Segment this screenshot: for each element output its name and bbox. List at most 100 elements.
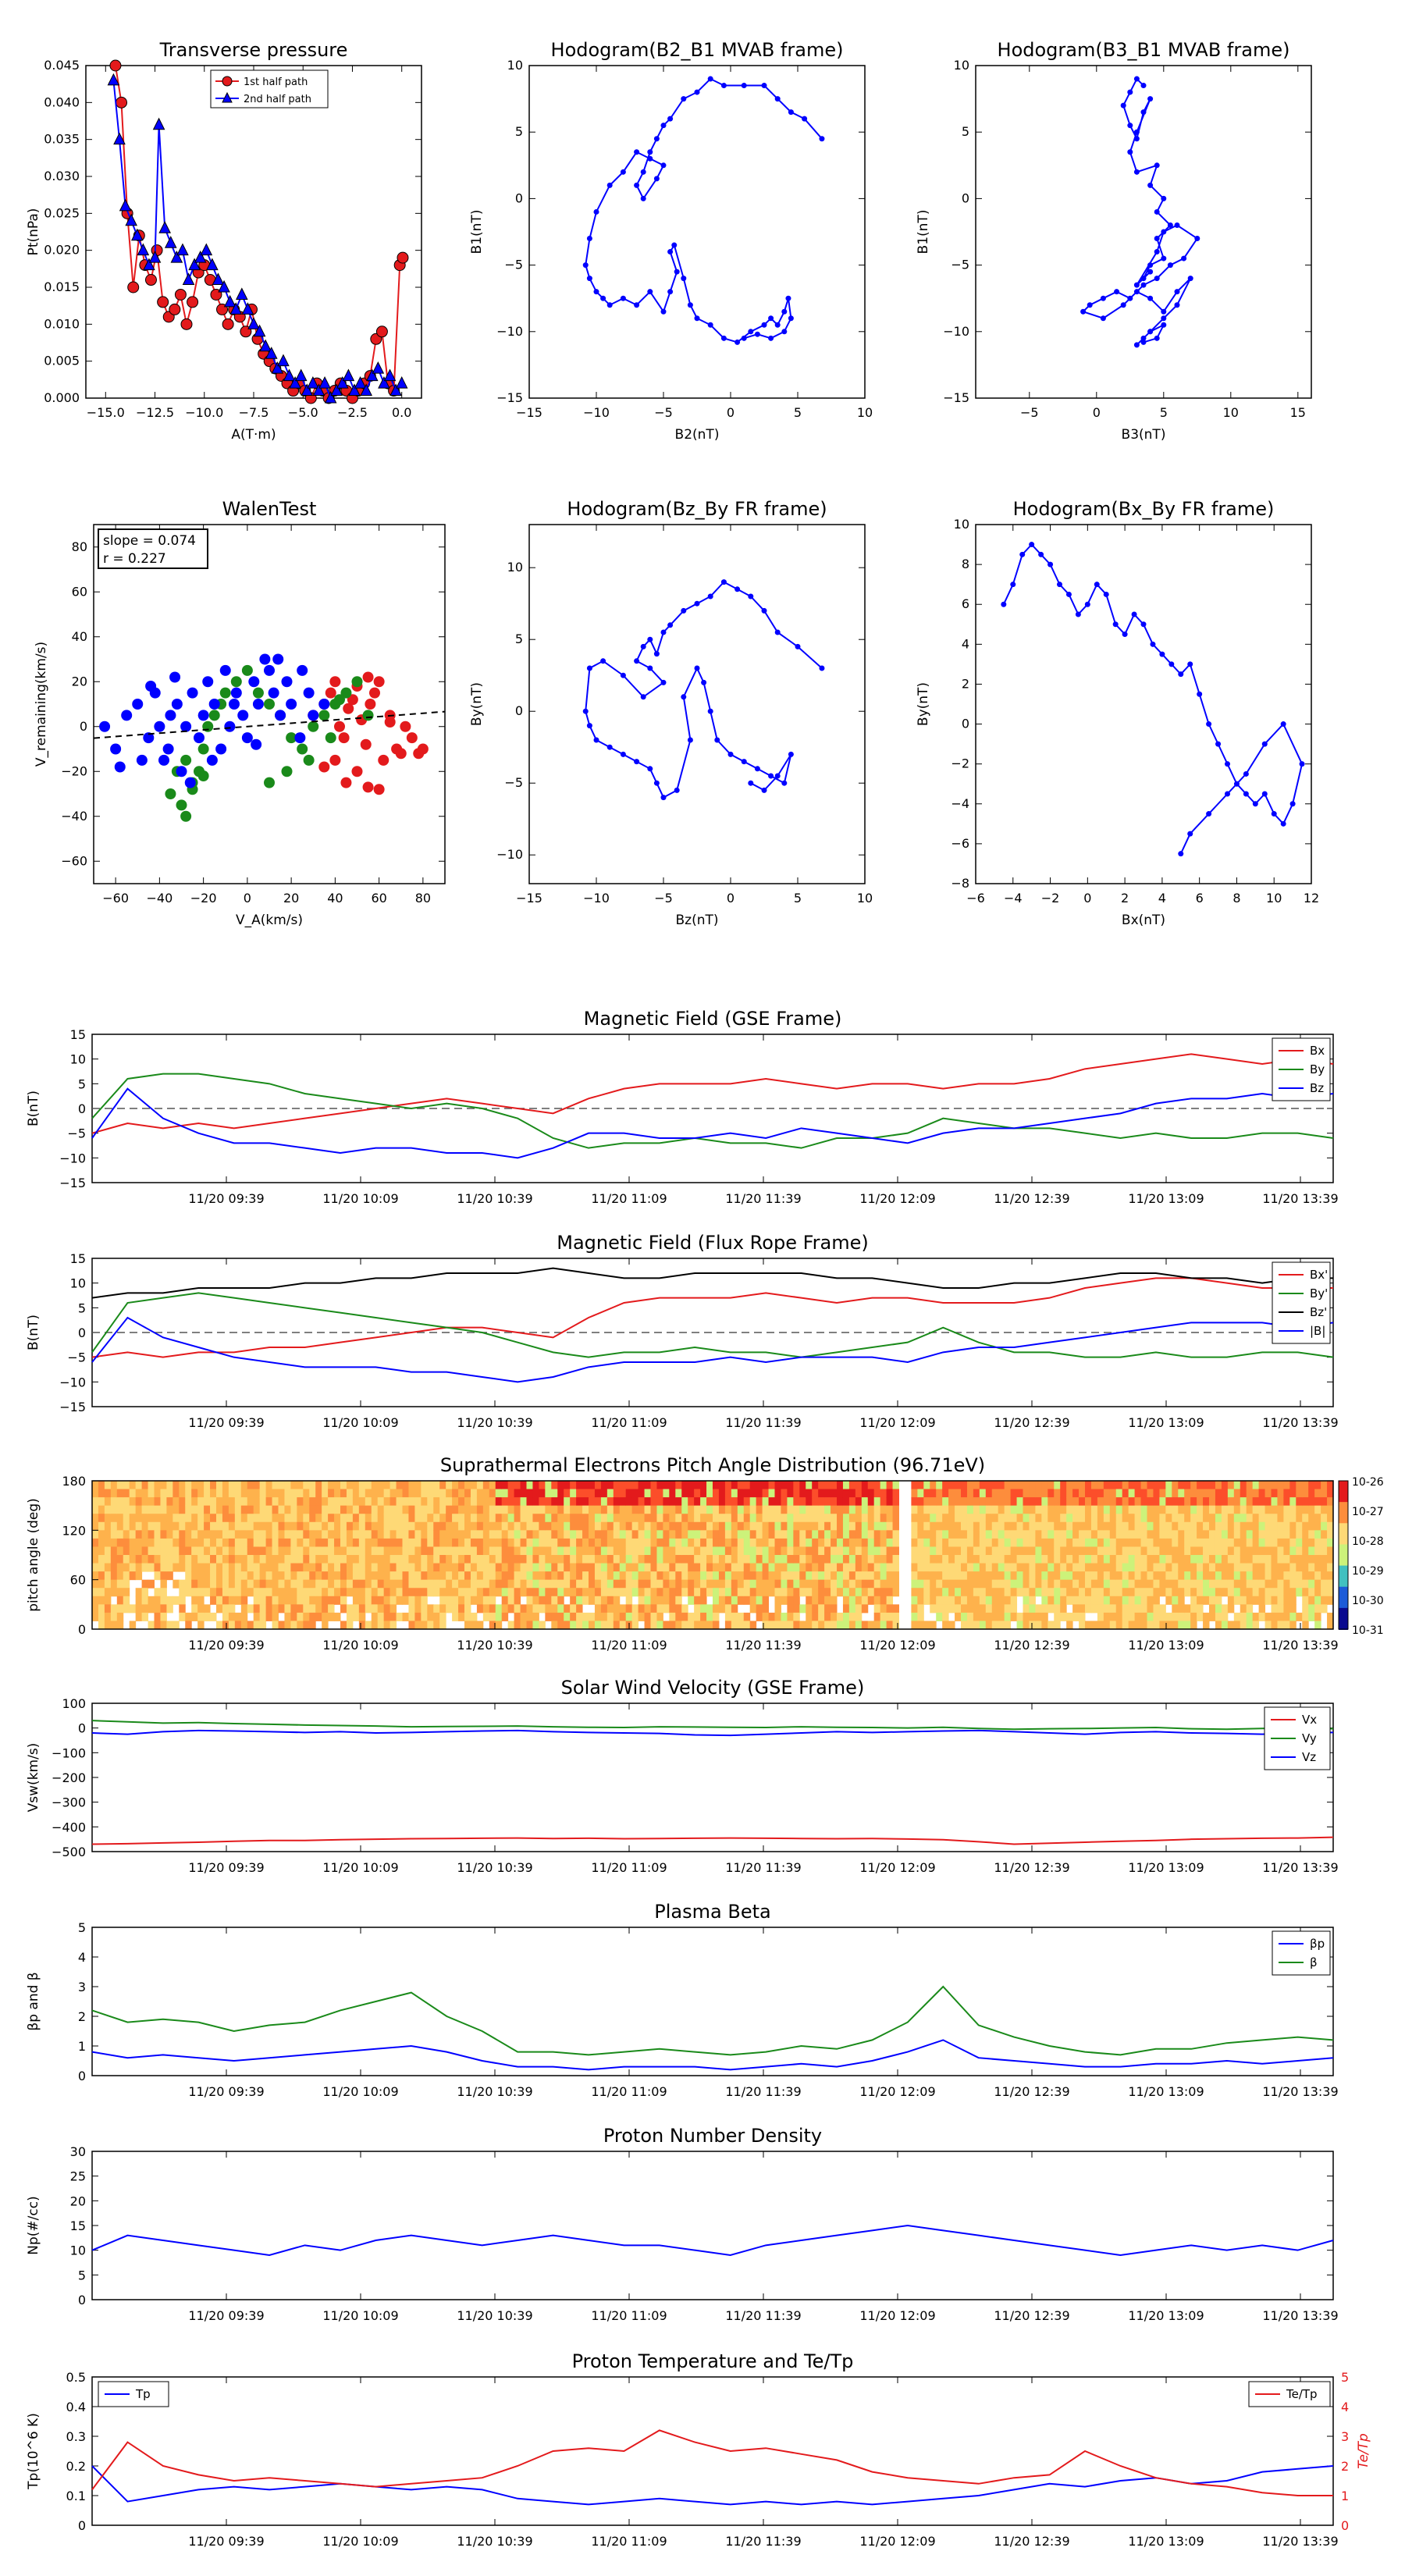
heatmap-cell [923, 1521, 930, 1531]
heatmap-cell [644, 1596, 651, 1605]
heatmap-cell [831, 1579, 838, 1589]
heatmap-cell [842, 1489, 850, 1498]
heatmap-cell [1010, 1530, 1018, 1539]
heatmap-cell [1271, 1514, 1278, 1523]
heatmap-cell [421, 1588, 428, 1597]
heatmap-cell [1079, 1621, 1086, 1630]
heatmap-cell [731, 1481, 738, 1490]
heatmap-cell [917, 1588, 924, 1597]
heatmap-cell [265, 1538, 273, 1547]
heatmap-cell [737, 1546, 745, 1556]
heatmap-cell [234, 1514, 242, 1523]
heatmap-cell [812, 1505, 819, 1514]
heatmap-cell [377, 1612, 385, 1621]
time-tick-label: 11/20 12:39 [994, 1415, 1069, 1430]
heatmap-cell [197, 1621, 205, 1630]
heatmap-cell [297, 1596, 304, 1605]
heatmap-cell [166, 1596, 173, 1605]
heatmap-cell [1302, 1588, 1309, 1597]
heatmap-cell [328, 1497, 335, 1507]
heatmap-cell [265, 1481, 273, 1490]
heatmap-cell [892, 1588, 899, 1597]
heatmap-cell [818, 1521, 825, 1531]
heatmap-cell [253, 1505, 261, 1514]
heatmap-cell [861, 1530, 869, 1539]
heatmap-cell [855, 1546, 863, 1556]
heatmap-cell [985, 1497, 993, 1507]
heatmap-cell [439, 1530, 446, 1539]
heatmap-cell [855, 1538, 863, 1547]
heatmap-cell [873, 1538, 881, 1547]
data-point [754, 766, 760, 772]
data-point [606, 182, 613, 188]
heatmap-cell [1072, 1538, 1080, 1547]
heatmap-cell [594, 1497, 602, 1507]
heatmap-cell [631, 1621, 639, 1630]
heatmap-cell [855, 1563, 863, 1572]
series-line [91, 2224, 1334, 2257]
heatmap-cell [675, 1505, 682, 1514]
heatmap-cell [700, 1546, 707, 1556]
heatmap-cell [842, 1604, 850, 1614]
heatmap-cell [1197, 1514, 1204, 1523]
heatmap-cell [781, 1505, 788, 1514]
heatmap-cell [1165, 1621, 1172, 1630]
heatmap-cell [185, 1588, 192, 1597]
heatmap-cell [253, 1596, 261, 1605]
heatmap-cell [756, 1546, 763, 1556]
heatmap-cell [743, 1538, 751, 1547]
heatmap-cell [166, 1481, 173, 1490]
heatmap-cell [762, 1555, 770, 1564]
heatmap-cell [507, 1514, 515, 1523]
heatmap-cell [942, 1563, 949, 1572]
heatmap-cell [1004, 1497, 1012, 1507]
heatmap-cell [1246, 1514, 1254, 1523]
heatmap-cell [154, 1514, 161, 1523]
heatmap-cell [768, 1621, 775, 1630]
heatmap-cell [706, 1497, 713, 1507]
series-line [585, 77, 823, 343]
heatmap-cell [1090, 1514, 1098, 1523]
heatmap-cell [842, 1579, 850, 1589]
heatmap-cell [514, 1489, 521, 1498]
data-point [1233, 781, 1240, 787]
heatmap-cell [861, 1546, 869, 1556]
heatmap-cell [1010, 1481, 1018, 1490]
heatmap-cell [234, 1612, 242, 1621]
time-tick-label: 11/20 12:09 [859, 2308, 935, 2323]
heatmap-cell [955, 1596, 962, 1605]
heatmap-cell [1165, 1481, 1172, 1490]
heatmap-cell [793, 1481, 800, 1490]
heatmap-cell [1172, 1563, 1179, 1572]
heatmap-cell [402, 1612, 409, 1621]
data-point [781, 780, 788, 786]
heatmap-cell [1147, 1579, 1154, 1589]
heatmap-cell [1134, 1481, 1142, 1490]
heatmap-cell [1203, 1563, 1210, 1572]
heatmap-cell [166, 1514, 173, 1523]
heatmap-cell [328, 1505, 335, 1514]
heatmap-cell [966, 1497, 974, 1507]
x-axis-label: A(T·m) [231, 427, 276, 443]
heatmap-cell [606, 1604, 614, 1614]
heatmap-cell [837, 1555, 844, 1564]
heatmap-cell [848, 1505, 856, 1514]
heatmap-cell [1060, 1481, 1067, 1490]
heatmap-cell [322, 1538, 329, 1547]
heatmap-cell [557, 1489, 564, 1498]
heatmap-cell [98, 1621, 105, 1630]
heatmap-cell [644, 1588, 651, 1597]
heatmap-cell [737, 1505, 745, 1514]
heatmap-cell [848, 1489, 856, 1498]
heatmap-cell [831, 1521, 838, 1531]
heatmap-cell [656, 1571, 663, 1581]
heatmap-cell [1134, 1497, 1142, 1507]
chart-title: Suprathermal Electrons Pitch Angle Distr… [440, 1454, 985, 1476]
heatmap-cell [520, 1489, 527, 1498]
heatmap-cell [408, 1481, 415, 1490]
heatmap-cell [427, 1521, 434, 1531]
heatmap-cell [303, 1571, 310, 1581]
heatmap-cell [532, 1571, 539, 1581]
heatmap-cell [1203, 1489, 1210, 1498]
heatmap-cell [1203, 1521, 1210, 1531]
